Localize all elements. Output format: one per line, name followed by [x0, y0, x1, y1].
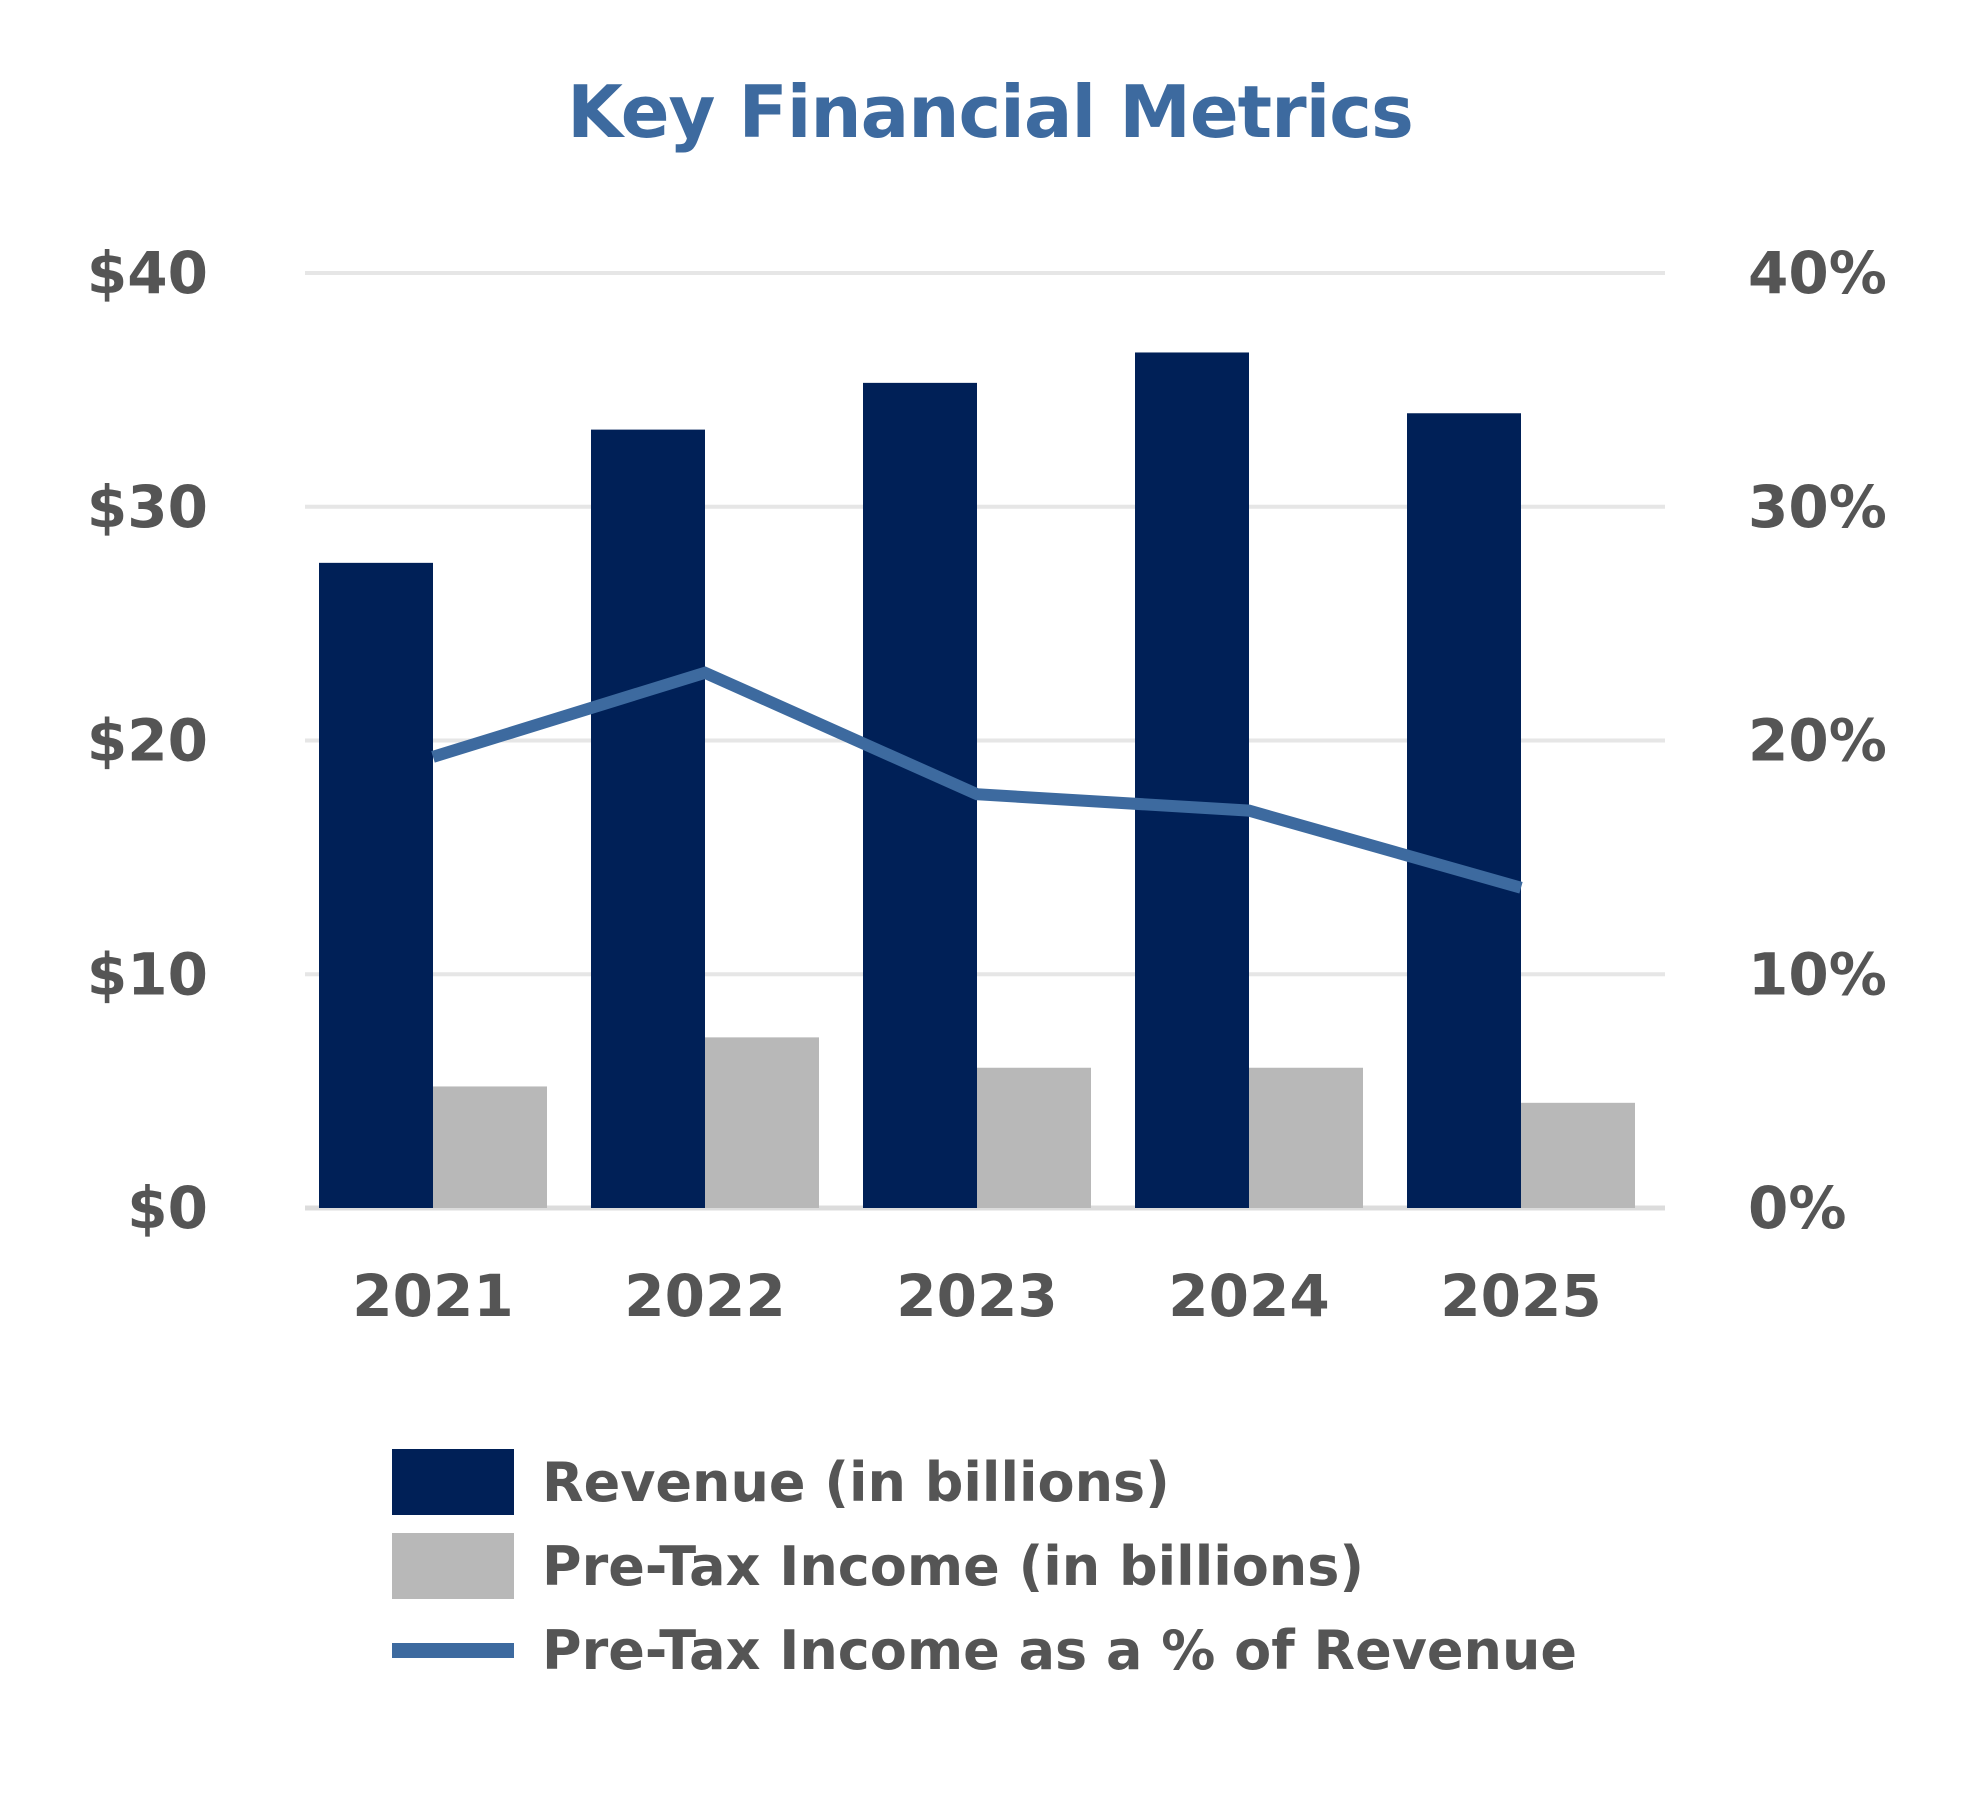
y-left-tick-label: $30 — [87, 473, 208, 541]
y-right-tick-label: 30% — [1748, 473, 1887, 541]
legend-item-pretax-percent: Pre-Tax Income as a % of Revenue — [392, 1608, 1577, 1692]
x-tick-label: 2025 — [1440, 1262, 1601, 1330]
legend-item-pretax-income: Pre-Tax Income (in billions) — [392, 1524, 1577, 1608]
right-axis: 0% 10% 20% 30% 40% — [1748, 239, 1887, 1242]
y-left-tick-label: $40 — [87, 239, 208, 307]
line-layer — [431, 666, 1523, 894]
bar-revenue — [591, 429, 705, 1208]
bar-revenue — [863, 382, 977, 1208]
bar-pretax-income — [977, 1067, 1091, 1208]
legend-label-revenue: Revenue (in billions) — [542, 1450, 1170, 1514]
y-left-tick-label: $20 — [87, 707, 208, 775]
bar-revenue — [1135, 352, 1249, 1209]
x-tick-label: 2022 — [624, 1262, 785, 1330]
x-tick-label: 2024 — [1168, 1262, 1329, 1330]
bars — [319, 352, 1635, 1209]
legend: Revenue (in billions) Pre-Tax Income (in… — [392, 1440, 1577, 1692]
y-right-tick-label: 40% — [1748, 239, 1887, 307]
y-right-tick-label: 20% — [1748, 707, 1887, 775]
legend-swatch-pretax-percent — [392, 1642, 514, 1658]
y-left-tick-label: $0 — [127, 1174, 208, 1242]
legend-swatch-pretax-income — [392, 1533, 514, 1599]
y-right-tick-label: 0% — [1748, 1174, 1846, 1242]
bar-pretax-income — [433, 1086, 547, 1208]
legend-item-revenue: Revenue (in billions) — [392, 1440, 1577, 1524]
chart-title: Key Financial Metrics — [567, 70, 1414, 154]
bar-revenue — [319, 562, 433, 1208]
bar-pretax-income — [1521, 1102, 1635, 1208]
bar-pretax-income — [705, 1037, 819, 1208]
legend-swatch-revenue — [392, 1449, 514, 1515]
x-tick-label: 2023 — [896, 1262, 1057, 1330]
bar-revenue — [1407, 413, 1521, 1208]
legend-label-pretax-percent: Pre-Tax Income as a % of Revenue — [542, 1618, 1578, 1682]
left-axis: $0 $10 $20 $30 $40 — [87, 239, 208, 1242]
legend-label-pretax-income: Pre-Tax Income (in billions) — [542, 1534, 1365, 1598]
y-left-tick-label: $10 — [87, 940, 208, 1008]
x-tick-label: 2021 — [352, 1262, 513, 1330]
x-axis: 2021 2022 2023 2024 2025 — [352, 1262, 1601, 1330]
y-right-tick-label: 10% — [1748, 940, 1887, 1008]
bar-pretax-income — [1249, 1067, 1363, 1208]
